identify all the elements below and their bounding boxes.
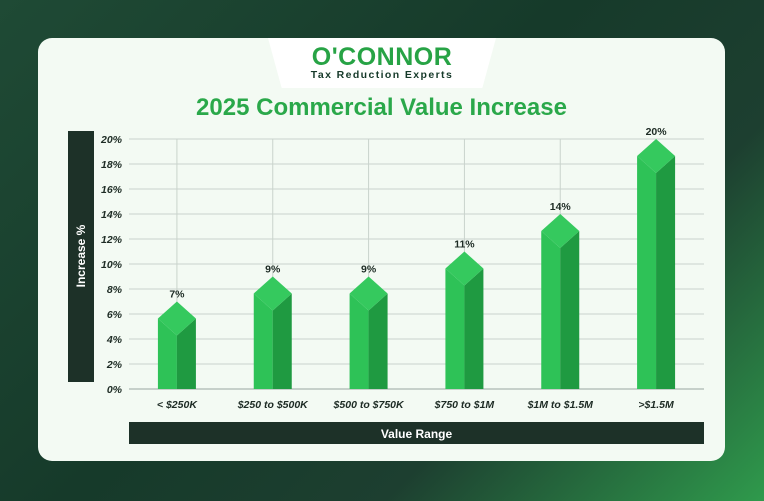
x-tick-label: $250 to $500K <box>237 399 309 411</box>
x-axis-label: Value Range <box>380 427 453 441</box>
bar-top-face <box>157 301 196 336</box>
x-tick-label: $500 to $750K <box>333 399 405 411</box>
x-tick-label: >$1.5M <box>638 399 674 411</box>
y-tick-label: 2% <box>106 359 123 371</box>
y-tick-label: 14% <box>101 209 123 221</box>
bar-value-label: 20% <box>646 126 668 138</box>
y-tick-label: 4% <box>106 334 123 346</box>
bar-top-face <box>637 139 676 173</box>
y-tick-label: 8% <box>107 284 123 296</box>
brand-logo: O'CONNOR <box>311 43 453 71</box>
y-tick-label: 20% <box>100 134 123 146</box>
bar-left-face <box>637 156 657 389</box>
bar-value-label: 9% <box>265 264 281 276</box>
y-tick-label: 12% <box>101 234 123 246</box>
bar-value-label: 14% <box>550 201 572 213</box>
brand-tagline: Tax Reduction Experts <box>310 69 454 81</box>
bar-left-face <box>253 293 273 389</box>
bar-left-face <box>541 231 561 389</box>
bar-right-face <box>656 156 676 389</box>
bar-left-face <box>157 318 177 389</box>
bar-top-face <box>253 276 292 311</box>
bar-value-label: 7% <box>169 289 185 301</box>
bar-right-face <box>272 293 292 389</box>
bar-value-label: 11% <box>454 239 475 251</box>
bar-value-label: 9% <box>361 264 377 276</box>
y-tick-label: 0% <box>107 384 123 396</box>
y-tick-label: 18% <box>101 159 123 171</box>
bar-left-face <box>445 268 465 389</box>
bar-left-face <box>349 293 369 389</box>
bar-right-face <box>560 231 580 389</box>
logo-tab <box>268 38 496 88</box>
bar-right-face <box>368 293 388 389</box>
bar-right-face <box>176 318 196 389</box>
y-tick-label: 16% <box>101 184 123 196</box>
bar-top-face <box>541 214 580 248</box>
bar-top-face <box>445 251 484 286</box>
y-tick-label: 6% <box>107 309 123 321</box>
x-axis-label-bar <box>129 422 704 444</box>
y-tick-label: 10% <box>101 259 123 271</box>
y-axis-label-bar <box>68 131 94 382</box>
x-tick-label: < $250K <box>157 399 198 411</box>
chart-title: 2025 Commercial Value Increase <box>196 94 567 121</box>
bar-top-face <box>349 276 388 311</box>
x-tick-label: $1M to $1.5M <box>527 399 594 411</box>
x-tick-label: $750 to $1M <box>434 399 495 411</box>
bar-right-face <box>464 268 484 389</box>
chart-card <box>38 38 725 461</box>
